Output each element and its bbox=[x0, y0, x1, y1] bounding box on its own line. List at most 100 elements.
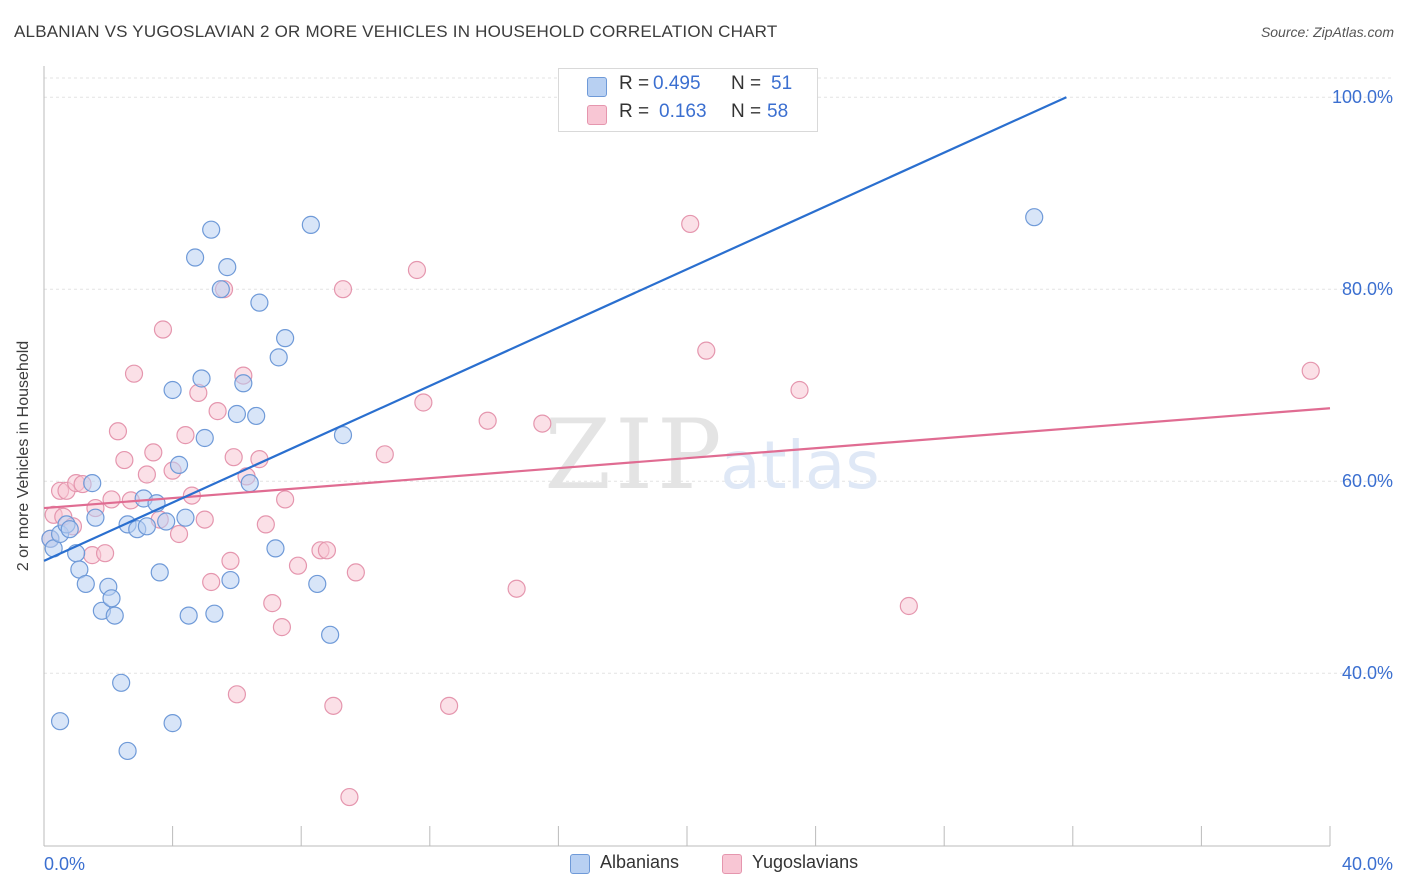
yugoslavian-point bbox=[790, 380, 809, 400]
albanian-point bbox=[301, 215, 320, 234]
yugoslavian-point bbox=[324, 696, 343, 715]
r-label: R = bbox=[619, 101, 650, 122]
yugoslavian-point bbox=[899, 596, 918, 616]
albanian-point bbox=[266, 539, 285, 558]
r-value: 0.163 bbox=[659, 101, 707, 122]
legend-row-albanians: R = 0.495 N = 51 bbox=[559, 73, 817, 99]
yugoslavian-point bbox=[169, 524, 189, 544]
tick-labels: 40.0% 60.0% 80.0% 100.0% 0.0% 40.0% bbox=[44, 87, 1393, 874]
albanian-point bbox=[86, 508, 105, 527]
stats-legend: R = 0.495 N = 51 R = 0.163 N = 58 bbox=[558, 68, 818, 132]
yugoslavian-point bbox=[153, 320, 173, 339]
albanian-point bbox=[169, 455, 189, 474]
yugoslavian-point bbox=[221, 551, 240, 570]
albanian-point bbox=[150, 563, 169, 582]
albanian-point bbox=[321, 625, 340, 644]
albanian-trend-line bbox=[43, 96, 1067, 562]
yugoslavian-point bbox=[95, 544, 115, 563]
albanian-point bbox=[234, 374, 253, 393]
albanian-point bbox=[50, 712, 70, 731]
yugoslavian-point bbox=[227, 685, 246, 704]
albanian-point bbox=[308, 574, 327, 594]
yugoslavian-point bbox=[124, 364, 144, 383]
yugoslavian-point bbox=[208, 402, 227, 421]
albanian-point bbox=[205, 604, 224, 623]
yugoslavian-point bbox=[507, 579, 526, 598]
yugoslavian-point bbox=[407, 260, 427, 280]
y-tick-label: 100.0% bbox=[1332, 87, 1393, 107]
albanian-point bbox=[176, 508, 195, 527]
y-tick-label: 60.0% bbox=[1342, 471, 1393, 491]
chart-title: ALBANIAN VS YUGOSLAVIAN 2 OR MORE VEHICL… bbox=[14, 22, 778, 41]
albanian-point bbox=[211, 280, 230, 299]
albanian-point bbox=[192, 369, 211, 388]
albanian-point bbox=[1025, 208, 1044, 227]
albanian-point bbox=[240, 474, 259, 493]
legend-row-yugoslavians: R = 0.163 N = 58 bbox=[559, 101, 817, 127]
yugoslavian-point bbox=[272, 618, 292, 637]
yugoslavian-point bbox=[317, 541, 337, 560]
yugoslavian-point bbox=[414, 393, 433, 412]
y-axis-label: 2 or more Vehicles in Household bbox=[15, 340, 32, 572]
albanians-legend-swatch bbox=[570, 854, 590, 874]
yugoslavian-point bbox=[137, 465, 156, 484]
x-tick-label-max: 40.0% bbox=[1342, 854, 1393, 874]
yugoslavian-point bbox=[375, 445, 394, 464]
yugoslavian-point bbox=[346, 563, 365, 582]
albanians-swatch bbox=[587, 77, 607, 97]
albanian-point bbox=[250, 293, 269, 312]
yugoslavian-point bbox=[333, 280, 353, 299]
yugoslavian-point bbox=[202, 572, 221, 592]
albanians-legend-label: Albanians bbox=[600, 852, 680, 872]
albanian-point bbox=[227, 404, 246, 424]
yugoslavian-point bbox=[195, 510, 214, 529]
n-value: 51 bbox=[771, 73, 793, 94]
yugoslavian-point bbox=[144, 443, 163, 462]
yugoslavians-legend-swatch bbox=[722, 854, 742, 874]
watermark-zip: ZIP bbox=[544, 399, 725, 511]
yugoslavian-point bbox=[681, 214, 700, 234]
albanian-point bbox=[221, 570, 240, 590]
yugoslavian-point bbox=[256, 515, 275, 534]
albanian-point bbox=[112, 673, 131, 692]
yugoslavian-point bbox=[439, 696, 459, 715]
n-label: N = bbox=[731, 73, 762, 94]
axes bbox=[43, 66, 1331, 847]
yugoslavian-trend-line bbox=[43, 407, 1331, 510]
yugoslavian-point bbox=[533, 414, 552, 433]
yugoslavian-point bbox=[288, 556, 308, 575]
albanian-point bbox=[195, 428, 214, 448]
albanian-point bbox=[218, 258, 237, 277]
albanian-point bbox=[333, 426, 353, 445]
yugoslavian-point bbox=[340, 787, 359, 807]
albanian-point bbox=[276, 329, 295, 348]
yugoslavian-point bbox=[263, 594, 282, 613]
albanian-point bbox=[157, 512, 176, 531]
yugoslavian-point bbox=[224, 448, 243, 467]
r-label: R = bbox=[619, 73, 650, 94]
albanian-point bbox=[137, 517, 156, 536]
watermark-atlas: atlas bbox=[720, 427, 880, 504]
yugoslavian-point bbox=[102, 490, 121, 509]
yugoslavian-point bbox=[108, 422, 128, 441]
n-label: N = bbox=[731, 101, 762, 122]
albanian-point bbox=[247, 406, 266, 426]
yugoslavian-point bbox=[1301, 361, 1320, 380]
yugoslavians-swatch bbox=[587, 105, 607, 125]
yugoslavian-point bbox=[697, 341, 716, 360]
albanian-point bbox=[179, 606, 198, 625]
n-value: 58 bbox=[767, 101, 789, 122]
albanian-point bbox=[163, 380, 182, 400]
albanian-point bbox=[202, 220, 221, 239]
albanian-point bbox=[105, 606, 124, 625]
albanian-point bbox=[118, 741, 137, 761]
albanian-point bbox=[76, 574, 95, 594]
albanian-point bbox=[163, 714, 182, 733]
yugoslavian-point bbox=[115, 450, 134, 470]
yugoslavians-legend-label: Yugoslavians bbox=[752, 852, 859, 872]
trend-lines bbox=[43, 96, 1331, 562]
albanian-point bbox=[102, 589, 121, 608]
y-tick-label: 80.0% bbox=[1342, 279, 1393, 299]
albanian-point bbox=[83, 474, 102, 493]
